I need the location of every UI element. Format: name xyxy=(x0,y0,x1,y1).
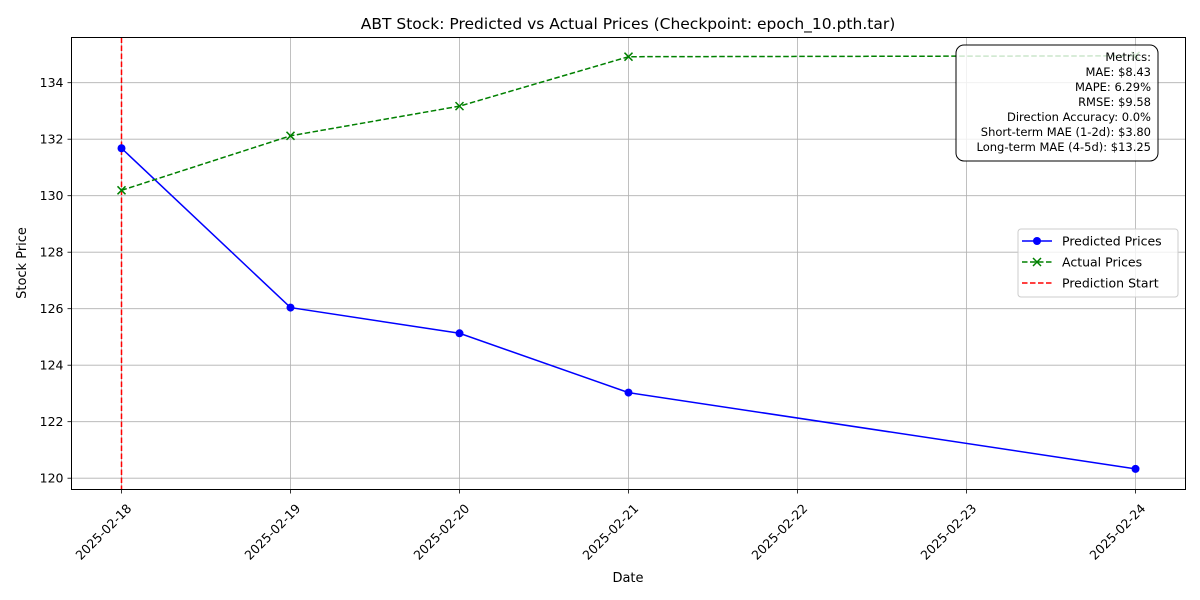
y-tick-label: 120 xyxy=(40,471,64,486)
x-axis-label: Date xyxy=(612,571,643,586)
chart-title: ABT Stock: Predicted vs Actual Prices (C… xyxy=(361,15,896,34)
metrics-line-long-term-mae: Long-term MAE (4-5d): $13.25 xyxy=(977,140,1151,154)
metrics-line-mae: MAE: $8.43 xyxy=(1085,65,1151,79)
metrics-box: Metrics: MAE: $8.43 MAPE: 6.29% RMSE: $9… xyxy=(955,44,1159,162)
data-point-predicted-prices xyxy=(286,303,295,312)
data-point-predicted-prices xyxy=(117,144,126,153)
data-point-actual-prices xyxy=(285,131,296,141)
y-tick-label: 124 xyxy=(40,358,64,373)
y-tick-label: 134 xyxy=(40,75,64,90)
data-point-predicted-prices xyxy=(624,388,633,397)
grid xyxy=(71,37,1186,490)
data-point-actual-prices xyxy=(623,52,634,62)
legend-label-prediction-start: Prediction Start xyxy=(1062,276,1159,291)
y-tick-label: 130 xyxy=(40,188,64,203)
metrics-line-mape: MAPE: 6.29% xyxy=(1075,80,1151,94)
y-tick-label: 122 xyxy=(40,414,64,429)
data-point-predicted-prices xyxy=(1131,464,1140,473)
data-point-actual-prices xyxy=(454,101,465,111)
legend-label-predicted: Predicted Prices xyxy=(1062,234,1162,249)
metrics-box-frame xyxy=(955,44,1159,162)
metrics-line-rmse: RMSE: $9.58 xyxy=(1078,95,1151,109)
metrics-line-direction-accuracy: Direction Accuracy: 0.0% xyxy=(1007,110,1151,124)
legend-frame xyxy=(1017,228,1179,298)
y-ticks: 120 122 124 126 128 130 132 134 xyxy=(40,75,72,486)
legend-label-actual: Actual Prices xyxy=(1062,255,1142,270)
y-tick-label: 132 xyxy=(40,132,64,147)
data-point-predicted-prices xyxy=(455,329,464,338)
metrics-line-short-term-mae: Short-term MAE (1-2d): $3.80 xyxy=(981,125,1151,139)
metrics-line-title: Metrics: xyxy=(1105,50,1151,64)
legend-swatch-actual-marker xyxy=(1032,257,1042,267)
y-axis-label: Stock Price xyxy=(15,227,30,299)
y-tick-label: 128 xyxy=(40,245,64,260)
y-tick-label: 126 xyxy=(40,301,64,316)
legend-swatch-predicted-marker xyxy=(1033,237,1041,245)
legend: Predicted Prices Actual Prices Predictio… xyxy=(1017,228,1179,298)
data-point-actual-prices xyxy=(116,185,127,195)
